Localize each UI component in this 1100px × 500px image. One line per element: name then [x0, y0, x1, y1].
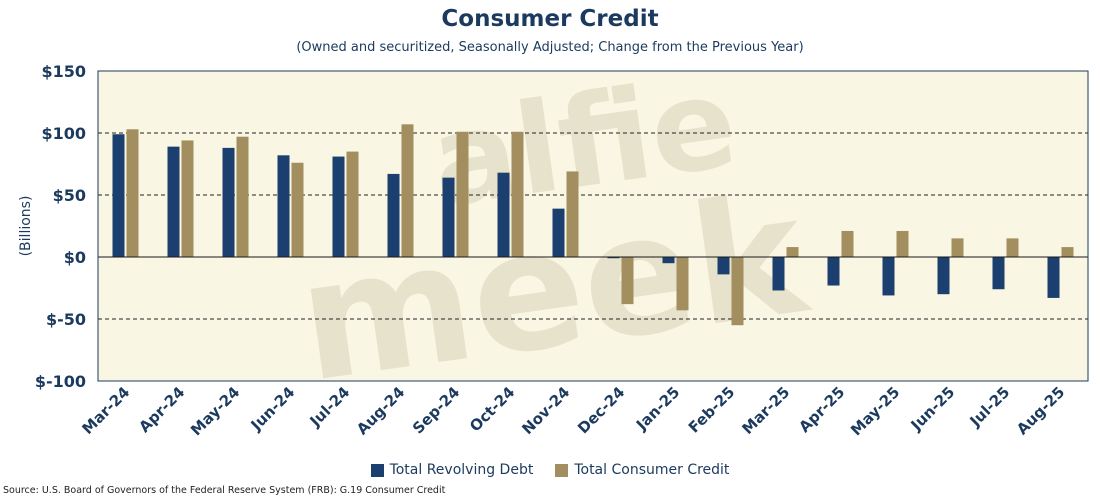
x-tick-label: Jun-25 — [907, 383, 959, 435]
bar-consumer — [951, 238, 964, 257]
legend-item-consumer: Total Consumer Credit — [555, 462, 729, 478]
x-tick-label: Feb-25 — [685, 383, 738, 436]
bar-consumer — [1061, 247, 1074, 257]
bar-consumer — [731, 257, 744, 326]
gridlines — [98, 132, 1088, 320]
x-tick-label: Jul-25 — [966, 383, 1014, 431]
bar-revolving — [937, 257, 950, 295]
x-tick-label: Mar-24 — [78, 383, 133, 438]
legend-label-revolving: Total Revolving Debt — [389, 462, 534, 478]
bar-revolving — [1047, 257, 1060, 298]
bar-consumer — [236, 136, 249, 257]
legend-swatch-revolving — [370, 463, 384, 477]
bar-consumer — [346, 151, 359, 257]
x-tick-label: May-24 — [187, 383, 243, 439]
legend-item-revolving: Total Revolving Debt — [370, 462, 534, 478]
bar-revolving — [332, 156, 345, 257]
x-tick-label: Apr-25 — [795, 383, 848, 436]
bar-revolving — [662, 257, 675, 264]
bar-revolving — [882, 257, 895, 296]
chart-title: Consumer Credit — [441, 6, 659, 32]
y-tick-label: $50 — [53, 186, 86, 205]
source-note: Source: U.S. Board of Governors of the F… — [3, 485, 446, 496]
bar-revolving — [992, 257, 1005, 290]
x-tick-label: May-25 — [847, 383, 903, 439]
chart-subtitle: (Owned and securitized, Seasonally Adjus… — [296, 40, 804, 55]
legend-swatch-consumer — [555, 463, 569, 477]
bar-revolving — [717, 257, 730, 275]
bar-consumer — [291, 162, 304, 257]
bar-revolving — [167, 146, 180, 257]
y-tick-label: $150 — [41, 62, 86, 81]
bar-revolving — [552, 208, 565, 257]
bar-consumer — [896, 230, 909, 257]
bar-revolving — [112, 134, 125, 257]
bar-consumer — [566, 171, 579, 257]
y-tick-label: $-100 — [35, 372, 86, 391]
bar-consumer — [621, 257, 634, 305]
x-tick-label: Dec-24 — [574, 383, 628, 437]
bar-consumer — [841, 230, 854, 257]
x-tick-label: Apr-24 — [135, 383, 188, 436]
bar-revolving — [607, 257, 620, 259]
y-axis-ticks: $150 $100 $50 $0 $-50 $-100 — [35, 62, 86, 391]
plot-frame — [97, 70, 1089, 382]
bar-revolving — [387, 173, 400, 257]
x-tick-label: Jun-24 — [247, 383, 299, 435]
x-tick-label: Nov-24 — [518, 383, 573, 438]
y-tick-label: $0 — [64, 248, 86, 267]
bar-consumer — [676, 257, 689, 311]
bar-revolving — [277, 155, 290, 257]
bar-consumer — [401, 124, 414, 257]
x-tick-label: Jan-25 — [632, 383, 683, 434]
bar-revolving — [442, 177, 455, 257]
legend-label-consumer: Total Consumer Credit — [574, 462, 730, 478]
bar-consumer — [786, 247, 799, 257]
chart-area: alfie meek $150$100$50$0$-50$-100 Mar-24… — [18, 50, 1089, 439]
legend: Total Revolving Debt Total Consumer Cred… — [0, 462, 1100, 478]
bar-revolving — [772, 257, 785, 291]
bar-revolving — [222, 147, 235, 257]
bar-revolving — [497, 172, 510, 257]
bar-consumer — [511, 131, 524, 257]
bar-consumer — [181, 140, 194, 257]
y-tick-label: $100 — [41, 124, 86, 143]
y-axis-label: (Billions) — [18, 196, 34, 257]
plot-background — [98, 71, 1088, 381]
x-tick-label: Aug-25 — [1013, 383, 1068, 438]
bars — [112, 124, 1074, 326]
y-tick-label: $-50 — [46, 310, 86, 329]
bar-consumer — [1006, 238, 1019, 257]
bar-revolving — [827, 257, 840, 286]
x-tick-label: Mar-25 — [738, 383, 793, 438]
bar-consumer — [456, 131, 469, 257]
bar-consumer — [126, 129, 139, 257]
